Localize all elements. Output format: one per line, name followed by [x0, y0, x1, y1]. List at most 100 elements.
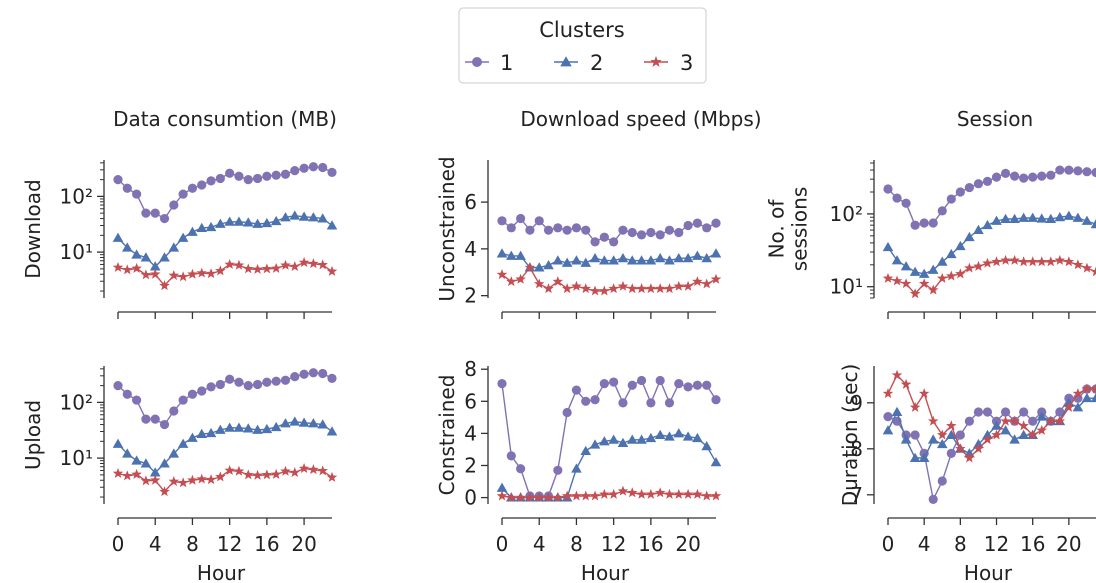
data-point — [141, 208, 151, 218]
data-point — [571, 280, 582, 291]
data-point — [149, 467, 161, 477]
data-point — [655, 375, 665, 386]
data-point — [1045, 213, 1057, 224]
data-point — [627, 283, 638, 294]
data-point — [1045, 415, 1057, 426]
data-point — [645, 432, 657, 443]
data-point — [710, 456, 722, 467]
data-point — [233, 216, 245, 226]
x-tick-label: 20 — [1056, 532, 1081, 556]
data-point — [327, 373, 337, 383]
series-line-cluster-2 — [117, 420, 333, 474]
data-point — [317, 259, 328, 270]
data-point — [215, 379, 225, 390]
data-point — [946, 429, 957, 439]
data-point — [1018, 256, 1029, 267]
data-point — [224, 464, 235, 475]
data-point — [252, 379, 263, 390]
data-point — [1028, 416, 1038, 426]
data-point — [159, 458, 170, 468]
data-point — [140, 252, 152, 262]
data-point — [1046, 170, 1056, 180]
data-point — [982, 176, 993, 186]
data-point — [506, 492, 517, 503]
x-tick-label: 16 — [638, 532, 663, 556]
series-cluster-2 — [112, 210, 338, 271]
data-point — [909, 266, 921, 276]
data-point — [561, 257, 573, 267]
data-point — [1027, 256, 1038, 267]
data-point — [131, 249, 142, 259]
data-point — [534, 216, 544, 226]
data-point — [946, 194, 956, 204]
data-point — [261, 469, 273, 480]
x-axis-label: Hour — [581, 561, 630, 583]
data-point — [571, 490, 582, 501]
data-point — [891, 275, 903, 286]
legend-label-cluster-3: 3 — [680, 51, 693, 75]
data-point — [636, 434, 647, 444]
data-point — [187, 432, 198, 442]
data-point — [599, 285, 610, 296]
data-point — [215, 173, 225, 184]
data-point — [918, 452, 930, 462]
data-point — [1009, 213, 1020, 224]
data-point — [169, 200, 179, 210]
data-point — [580, 283, 591, 294]
x-tick-label: 12 — [217, 532, 242, 556]
y-tick-label: 7 — [850, 483, 863, 507]
data-point — [224, 422, 235, 432]
data-point — [112, 467, 124, 478]
data-point — [636, 375, 647, 386]
data-point — [308, 212, 319, 222]
data-point — [946, 420, 957, 431]
data-point — [215, 265, 226, 276]
data-point — [937, 206, 947, 216]
x-axis-label: Hour — [197, 561, 246, 583]
data-point — [289, 261, 301, 272]
data-point — [701, 278, 712, 289]
series-line-cluster-3 — [887, 259, 1096, 295]
data-point — [496, 269, 508, 280]
data-point — [955, 187, 965, 197]
data-point — [299, 163, 309, 173]
data-point — [177, 271, 189, 282]
x-tick-label: 12 — [984, 532, 1009, 556]
data-point — [973, 260, 984, 271]
data-point — [131, 455, 142, 465]
data-point — [692, 276, 703, 287]
y-tick-label: 6 — [464, 389, 477, 413]
data-point — [609, 377, 619, 387]
x-tick-label: 0 — [496, 532, 509, 556]
data-point — [964, 452, 975, 463]
data-point — [581, 396, 591, 406]
data-point — [682, 252, 694, 263]
series-line-cluster-1 — [501, 378, 717, 497]
data-point — [1000, 415, 1011, 426]
data-point — [533, 492, 545, 503]
data-point — [937, 429, 948, 440]
data-point — [928, 494, 938, 504]
data-point — [252, 469, 263, 480]
data-point — [617, 485, 629, 496]
data-point — [599, 436, 610, 446]
data-point — [1082, 167, 1092, 177]
data-point — [224, 216, 235, 226]
series-cluster-1 — [883, 165, 1096, 230]
data-point — [1019, 407, 1029, 417]
data-point — [946, 448, 956, 458]
data-point — [918, 388, 930, 399]
data-point — [910, 430, 920, 440]
data-point — [1009, 254, 1020, 265]
data-point — [271, 170, 281, 180]
data-point — [122, 183, 132, 193]
data-point — [506, 276, 517, 287]
y-tick-label: 4 — [464, 421, 477, 445]
data-point — [627, 227, 637, 238]
data-point — [1064, 165, 1074, 175]
y-tick-label: 10¹ — [830, 275, 863, 299]
data-point — [580, 257, 592, 267]
data-point — [580, 445, 592, 456]
data-point — [618, 225, 628, 235]
